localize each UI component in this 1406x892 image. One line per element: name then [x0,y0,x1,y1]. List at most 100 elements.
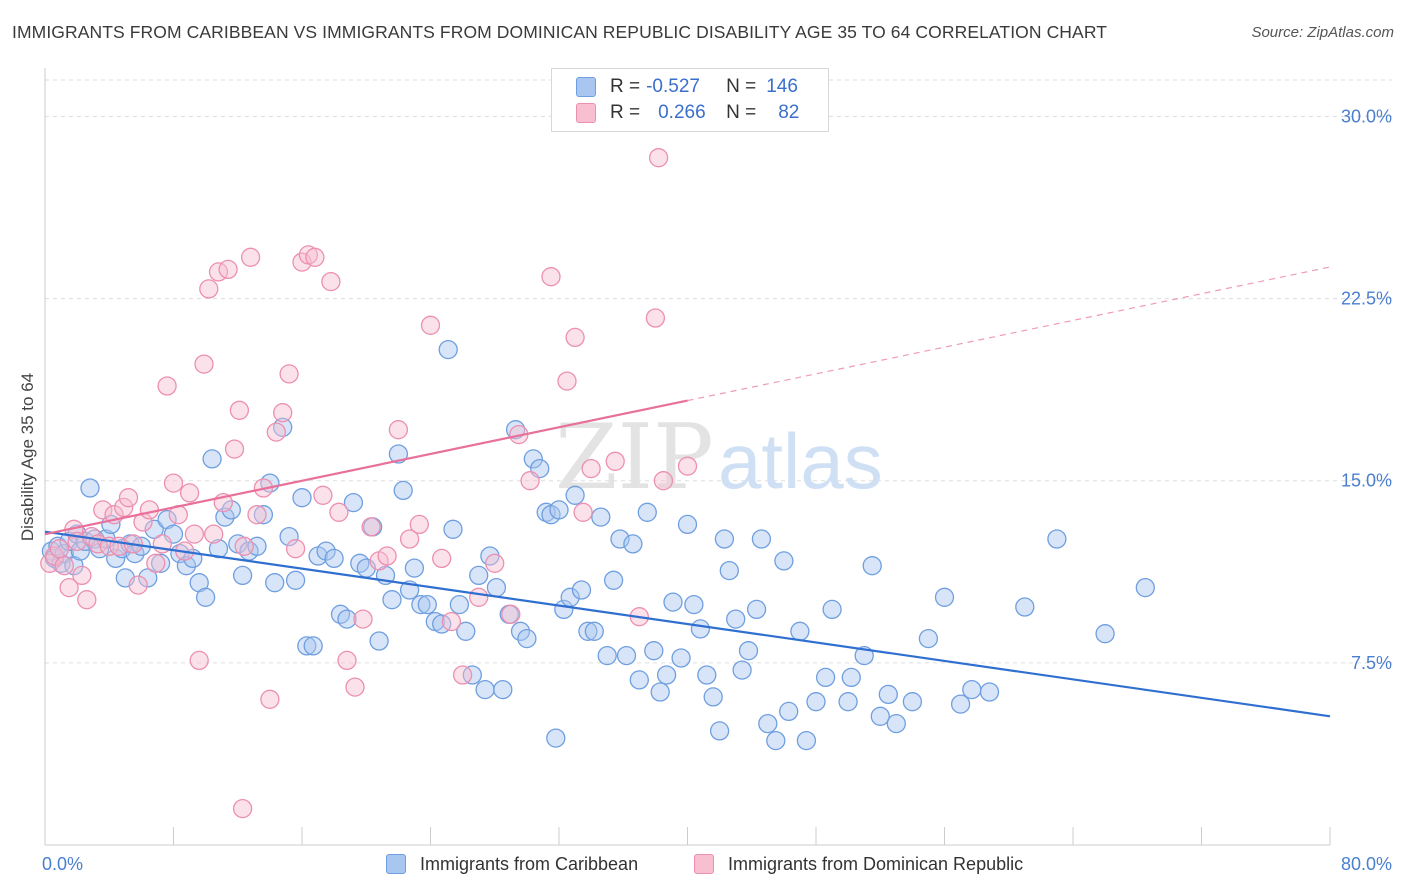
legend-n-value: 146 [766,76,798,97]
caribbean-point [337,609,357,629]
caribbean-point [106,548,126,569]
caribbean-point [571,580,592,600]
caribbean-point [1047,529,1067,549]
caribbean-point [316,541,336,561]
caribbean-point [523,449,543,469]
caribbean-point [438,339,458,360]
dominican-point [501,604,521,624]
caribbean-point [962,679,982,700]
bottom-legend-swatch-blue [386,854,406,874]
dominican-point [399,529,420,549]
caribbean-point [732,660,752,680]
caribbean-point [493,679,513,700]
legend-r-value: -0.527 [646,76,700,97]
caribbean-point [623,534,643,554]
caribbean-point [324,548,344,569]
dominican-point [114,497,134,518]
caribbean-point [176,556,197,576]
dominican-point [648,148,669,168]
caribbean-point [979,682,1000,702]
caribbean-point [549,500,569,520]
caribbean-point [80,478,100,498]
caribbean-point [382,590,402,610]
dominican-point [72,565,92,586]
caribbean-point [279,526,299,547]
caribbean-point [902,692,923,712]
dominican-point [420,315,441,335]
caribbean-point [265,573,285,593]
dominican-point [645,308,666,328]
dominican-point [565,327,585,348]
dominican-point [377,546,397,566]
bottom-legend-label: Immigrants from Caribbean [420,853,639,874]
source-credit: Source: ZipAtlas.com [1251,24,1394,41]
legend-n-label: N = [726,102,757,123]
dominican-trend-line [44,399,688,536]
bottom-legend-swatch-pink [694,854,714,874]
dominican-point [224,439,245,459]
caribbean-point [766,730,786,751]
dominican-point [273,403,293,423]
caribbean-point [838,692,858,712]
caribbean-point [779,701,799,722]
caribbean-point [303,636,323,656]
legend-n-label: N = [726,76,757,97]
caribbean-point [616,645,637,666]
dominican-point [240,247,261,267]
caribbean-point [285,570,306,590]
caribbean-point [517,628,537,649]
caribbean-point [443,519,463,539]
trend-layer [44,266,1331,718]
dominican-point [541,267,561,287]
caribbean-point [815,667,836,688]
caribbean-point [369,631,389,651]
caribbean-point [404,558,425,578]
dominican-point [337,650,357,671]
caribbean-point [822,599,842,620]
dominican-point [557,371,577,391]
caribbean-point [456,621,476,641]
caribbean-point [150,553,171,573]
dominican-point [189,650,209,671]
caribbean-point [862,556,882,576]
dominican-point [59,577,79,598]
dominican-point [179,483,200,503]
y-tick-label: 22.5% [1341,289,1392,309]
legend-n-value: 82 [778,102,800,123]
dominican-point [199,279,219,299]
caribbean-point [637,502,657,522]
watermark: ZIP atlas [555,405,883,510]
caribbean-point [774,551,794,571]
caribbean-point [603,570,624,590]
caribbean-point [195,587,216,607]
dominican-point [677,456,698,476]
caribbean-point [417,594,437,615]
legend-row-dominican: R = 0.266 N = 82 [576,101,799,125]
caribbean-point [469,565,489,586]
caribbean-point [253,505,274,525]
dominican-point [485,553,505,573]
caribbean-point [232,565,253,586]
caribbean-point [671,648,691,668]
y-tick-label: 15.0% [1341,471,1392,491]
dominican-point [260,689,280,709]
dominican-point [234,536,254,556]
caribbean-point [644,641,664,661]
caribbean-point [510,621,531,641]
dominican-trend-projection [687,266,1331,402]
caribbean-point [650,682,670,702]
caribbean-point [144,519,164,539]
caribbean-point [584,621,604,641]
dominican-point [388,420,409,440]
caribbean-point [841,667,861,688]
caribbean-point [746,599,767,620]
x-tick-label: 0.0% [42,854,83,874]
dominican-point [139,500,160,520]
legend-row-caribbean: R = -0.527 N = 146 [576,75,798,99]
watermark-atlas: atlas [718,417,883,505]
x-tick-label: 80.0% [1341,854,1392,874]
caribbean-point [684,594,704,615]
legend-swatch-blue [576,77,596,97]
stats-legend: R = -0.527 N = 146 R = 0.266 N = 82 [551,68,829,132]
legend-r-label: R = [610,102,641,123]
